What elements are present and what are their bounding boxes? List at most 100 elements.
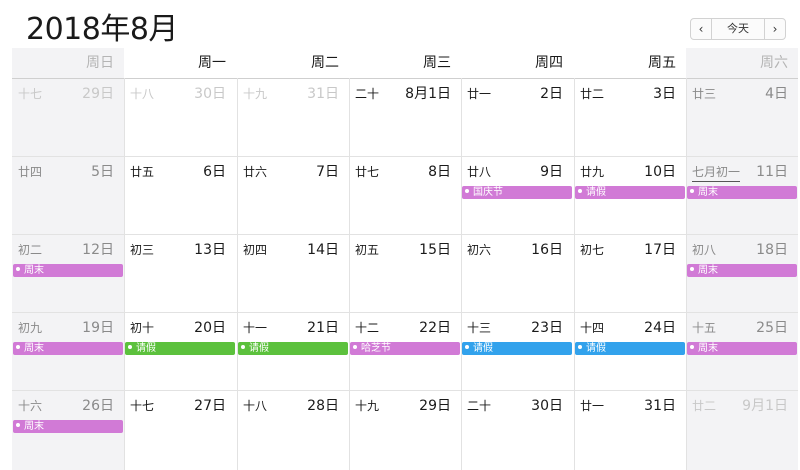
solar-date: 6日 — [203, 164, 226, 180]
event-dot-icon — [128, 345, 132, 349]
event-label: 周末 — [698, 343, 718, 354]
lunar-date: 二十 — [467, 399, 492, 413]
weekday-header: 周日 周一 周二 周三 周四 周五 周六 — [12, 48, 798, 79]
day-cell[interactable]: 廿三 4日 — [686, 78, 798, 156]
day-cell[interactable]: 十四 24日 请假 — [574, 312, 686, 390]
lunar-date: 廿二 — [692, 399, 717, 413]
event-dot-icon — [353, 345, 357, 349]
event-dot-icon — [578, 189, 582, 193]
event-dot-icon — [16, 345, 20, 349]
event-dot-icon — [578, 345, 582, 349]
event-label: 哈芝节 — [361, 343, 391, 354]
event-label: 请假 — [586, 343, 606, 354]
day-cell[interactable]: 二十 30日 — [461, 390, 573, 468]
day-cell[interactable]: 十三 23日 请假 — [461, 312, 573, 390]
event-chip[interactable]: 周末 — [13, 342, 123, 355]
day-cell[interactable]: 初九 19日 周末 — [12, 312, 124, 390]
day-cell[interactable]: 初十 20日 请假 — [124, 312, 236, 390]
day-cell[interactable]: 廿七 8日 — [349, 156, 461, 234]
lunar-date: 十三 — [467, 321, 492, 335]
solar-date: 29日 — [82, 86, 114, 102]
event-chip[interactable]: 请假 — [575, 186, 685, 199]
day-cell[interactable]: 初八 18日 周末 — [686, 234, 798, 312]
next-month-button[interactable]: › — [764, 19, 785, 39]
event-chip[interactable]: 请假 — [462, 342, 572, 355]
day-cell[interactable]: 初七 17日 — [574, 234, 686, 312]
day-cell[interactable]: 二十 8月1日 — [349, 78, 461, 156]
today-button[interactable]: 今天 — [727, 22, 749, 35]
row-divider — [12, 390, 798, 391]
day-cell[interactable]: 十七 29日 — [12, 78, 124, 156]
solar-date: 31日 — [644, 398, 676, 414]
solar-date: 25日 — [756, 320, 788, 336]
event-chip[interactable]: 周末 — [687, 186, 797, 199]
day-cell[interactable]: 十一 21日 请假 — [237, 312, 349, 390]
day-cell[interactable]: 初四 14日 — [237, 234, 349, 312]
day-cell[interactable]: 七月初一 11日 周末 — [686, 156, 798, 234]
event-chip[interactable]: 国庆节 — [462, 186, 572, 199]
month-title: 2018年8月 — [26, 12, 178, 47]
day-cell[interactable]: 十二 22日 哈芝节 — [349, 312, 461, 390]
month-navigation: ‹ 今天 › — [690, 18, 786, 40]
solar-date: 9月1日 — [742, 398, 788, 414]
event-label: 周末 — [24, 421, 44, 432]
day-cell[interactable]: 十八 30日 — [124, 78, 236, 156]
prev-month-button[interactable]: ‹ — [691, 19, 712, 39]
solar-date: 18日 — [756, 242, 788, 258]
day-cell[interactable]: 十九 31日 — [237, 78, 349, 156]
column-divider — [237, 78, 238, 470]
day-cell[interactable]: 廿一 31日 — [574, 390, 686, 468]
day-cell[interactable]: 初五 15日 — [349, 234, 461, 312]
event-chip[interactable]: 周末 — [13, 264, 123, 277]
solar-date: 12日 — [82, 242, 114, 258]
day-cell[interactable]: 廿四 5日 — [12, 156, 124, 234]
day-cell[interactable]: 十八 28日 — [237, 390, 349, 468]
lunar-date: 十九 — [243, 87, 268, 101]
day-cell[interactable]: 廿二 3日 — [574, 78, 686, 156]
row-divider — [12, 156, 798, 157]
day-cell[interactable]: 廿五 6日 — [124, 156, 236, 234]
lunar-date: 廿六 — [243, 165, 268, 179]
lunar-date: 廿一 — [467, 87, 492, 101]
lunar-date: 廿九 — [580, 165, 605, 179]
event-chip[interactable]: 请假 — [238, 342, 348, 355]
event-chip[interactable]: 请假 — [575, 342, 685, 355]
weekday-header-0: 周日 — [86, 55, 114, 71]
day-cell[interactable]: 初六 16日 — [461, 234, 573, 312]
event-chip[interactable]: 周末 — [687, 342, 797, 355]
lunar-date: 初二 — [18, 243, 43, 257]
solar-date: 20日 — [194, 320, 226, 336]
day-cell[interactable]: 廿一 2日 — [461, 78, 573, 156]
solar-date: 14日 — [307, 242, 339, 258]
lunar-date: 初九 — [18, 321, 43, 335]
row-divider — [12, 234, 798, 235]
solar-date: 8月1日 — [405, 86, 451, 102]
lunar-date: 十八 — [243, 399, 268, 413]
sunday-column-shade — [12, 48, 124, 470]
event-chip[interactable]: 请假 — [125, 342, 235, 355]
day-cell[interactable]: 廿八 9日 国庆节 — [461, 156, 573, 234]
weekday-header-3: 周三 — [423, 55, 451, 71]
event-chip[interactable]: 周末 — [687, 264, 797, 277]
event-chip[interactable]: 周末 — [13, 420, 123, 433]
lunar-date: 廿一 — [580, 399, 605, 413]
day-cell[interactable]: 十七 27日 — [124, 390, 236, 468]
weekday-header-5: 周五 — [648, 55, 676, 71]
day-cell[interactable]: 十九 29日 — [349, 390, 461, 468]
lunar-date: 廿八 — [467, 165, 492, 179]
day-cell[interactable]: 廿九 10日 请假 — [574, 156, 686, 234]
day-cell[interactable]: 十六 26日 周末 — [12, 390, 124, 468]
day-cell[interactable]: 初二 12日周末 — [12, 234, 124, 312]
day-cell[interactable]: 廿二 9月1日 — [686, 390, 798, 468]
lunar-date: 初三 — [130, 243, 155, 257]
solar-date: 3日 — [653, 86, 676, 102]
day-cell[interactable]: 初三 13日 — [124, 234, 236, 312]
event-chip[interactable]: 哈芝节 — [350, 342, 460, 355]
lunar-date: 十二 — [355, 321, 380, 335]
solar-date: 24日 — [644, 320, 676, 336]
month-grid: 周日 周一 周二 周三 周四 周五 周六 十七 29日 十八 30日 十九 31日 二十 8月1日 廿一 2日… — [12, 48, 798, 470]
lunar-date: 十九 — [355, 399, 380, 413]
lunar-date: 二十 — [355, 87, 380, 101]
day-cell[interactable]: 廿六 7日 — [237, 156, 349, 234]
day-cell[interactable]: 十五 25日 周末 — [686, 312, 798, 390]
